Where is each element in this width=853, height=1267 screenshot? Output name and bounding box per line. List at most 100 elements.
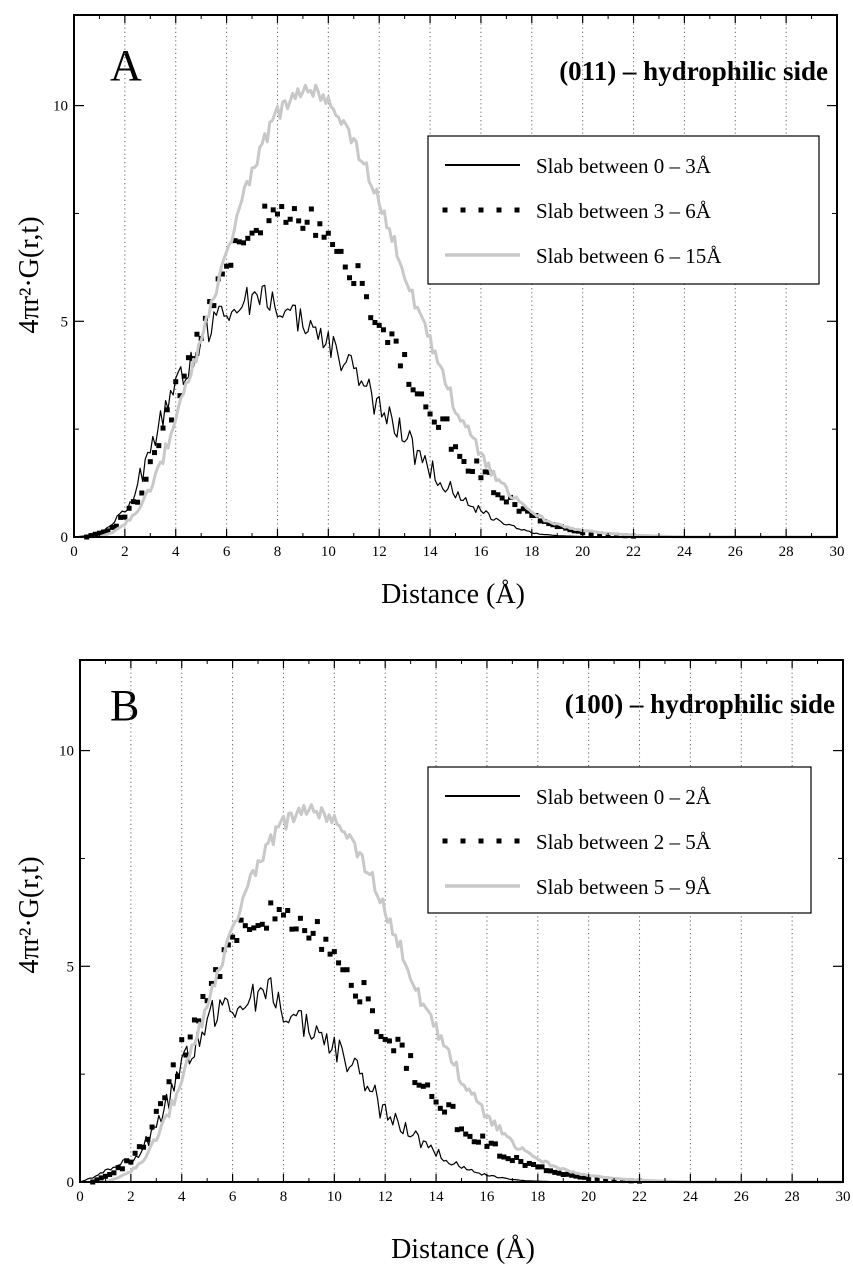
x-tick-label: 4 — [178, 1189, 186, 1205]
series-marker — [277, 907, 282, 912]
y-tick-label: 0 — [61, 530, 69, 546]
series-marker — [408, 1053, 413, 1058]
series-marker — [357, 999, 362, 1004]
series-marker — [305, 220, 310, 225]
x-tick-label: 20 — [575, 544, 590, 560]
x-tick-label: 6 — [229, 1189, 237, 1205]
legend-swatch — [461, 839, 466, 844]
x-tick-label: 4 — [172, 544, 180, 560]
series-marker — [150, 1125, 155, 1130]
series-marker — [285, 908, 290, 913]
series-marker — [389, 331, 394, 336]
x-axis: 0 2 4 6 8 10 12 14 16 18 20 22 24 26 28 30 — [70, 15, 844, 560]
legend-swatch — [515, 839, 520, 844]
series-marker — [175, 1074, 180, 1079]
series-marker — [302, 928, 307, 933]
legend-swatch — [497, 839, 502, 844]
series-marker — [330, 242, 335, 247]
series-marker — [264, 926, 269, 931]
series-marker — [152, 450, 157, 455]
x-tick-label: 8 — [274, 544, 282, 560]
series-marker — [241, 240, 246, 245]
series-marker — [296, 218, 301, 223]
series-marker — [478, 475, 483, 480]
series-marker — [370, 1008, 375, 1013]
series-marker — [145, 1137, 150, 1142]
series-marker — [158, 1101, 163, 1106]
legend-swatch — [443, 839, 448, 844]
x-tick-label: 28 — [779, 544, 794, 560]
series-marker — [351, 281, 356, 286]
series-marker — [173, 379, 178, 384]
x-tick-label: 8 — [280, 1189, 288, 1205]
series-marker — [459, 1126, 464, 1131]
series-marker — [313, 233, 318, 238]
series-marker — [387, 1038, 392, 1043]
x-axis-title: Distance (Å) — [381, 579, 525, 610]
panel-title: (011) – hydrophilic side — [559, 56, 828, 86]
series-marker — [398, 363, 403, 368]
series-marker — [423, 404, 428, 409]
x-tick-label: 20 — [581, 1189, 596, 1205]
series-marker — [391, 1048, 396, 1053]
x-tick-label: 6 — [223, 544, 231, 560]
series-marker — [279, 204, 284, 209]
series-marker — [400, 1043, 405, 1048]
series-marker — [395, 1037, 400, 1042]
x-tick-label: 12 — [378, 1189, 393, 1205]
series-marker — [127, 506, 132, 511]
x-tick-label: 16 — [473, 544, 489, 560]
y-tick-label: 5 — [67, 959, 75, 975]
series-marker — [368, 315, 373, 320]
series-line — [80, 978, 843, 1182]
series-marker — [323, 937, 328, 942]
series-marker — [432, 420, 437, 425]
series-marker — [353, 994, 358, 999]
series-marker — [315, 919, 320, 924]
x-tick-label: 30 — [830, 544, 845, 560]
series-marker — [360, 281, 365, 286]
x-tick-label: 0 — [76, 1189, 84, 1205]
legend-label: Slab between 3 – 6Å — [536, 199, 712, 223]
series-marker — [133, 1151, 138, 1156]
x-tick-label: 16 — [479, 1189, 495, 1205]
series-marker — [339, 249, 344, 254]
legend-label: Slab between 0 – 3Å — [536, 154, 712, 178]
series-marker — [258, 230, 263, 235]
series-marker — [167, 1079, 172, 1084]
series-marker — [445, 416, 450, 421]
legend-swatch — [443, 208, 448, 213]
x-tick-label: 28 — [785, 1189, 800, 1205]
series-marker — [504, 499, 509, 504]
series-marker — [476, 1140, 481, 1145]
series-marker — [394, 339, 399, 344]
x-tick-label: 24 — [683, 1189, 699, 1205]
legend-swatch — [479, 839, 484, 844]
series-marker — [406, 382, 411, 387]
series-marker — [381, 327, 386, 332]
series-marker — [169, 417, 174, 422]
series-marker — [292, 206, 297, 211]
series-marker — [141, 1145, 146, 1150]
series-marker — [345, 967, 350, 972]
series-marker — [275, 211, 280, 216]
legend-swatch — [515, 208, 520, 213]
series-marker — [326, 231, 331, 236]
legend-label: Slab between 0 – 2Å — [536, 785, 712, 809]
grid — [131, 660, 792, 1182]
series-marker — [234, 938, 239, 943]
legend-swatch — [479, 208, 484, 213]
series-marker — [262, 204, 267, 209]
legend: Slab between 0 – 3ÅSlab between 3 – 6ÅSl… — [428, 136, 819, 284]
y-tick-label: 10 — [59, 744, 74, 760]
x-tick-label: 26 — [728, 544, 744, 560]
series-marker — [298, 916, 303, 921]
series-marker — [245, 236, 250, 241]
series-marker — [364, 294, 369, 299]
x-tick-label: 26 — [734, 1189, 750, 1205]
series-marker — [366, 996, 371, 1001]
series-marker — [457, 454, 462, 459]
y-tick-label: 0 — [67, 1175, 75, 1191]
series-marker — [156, 443, 161, 448]
series-marker — [402, 352, 407, 357]
